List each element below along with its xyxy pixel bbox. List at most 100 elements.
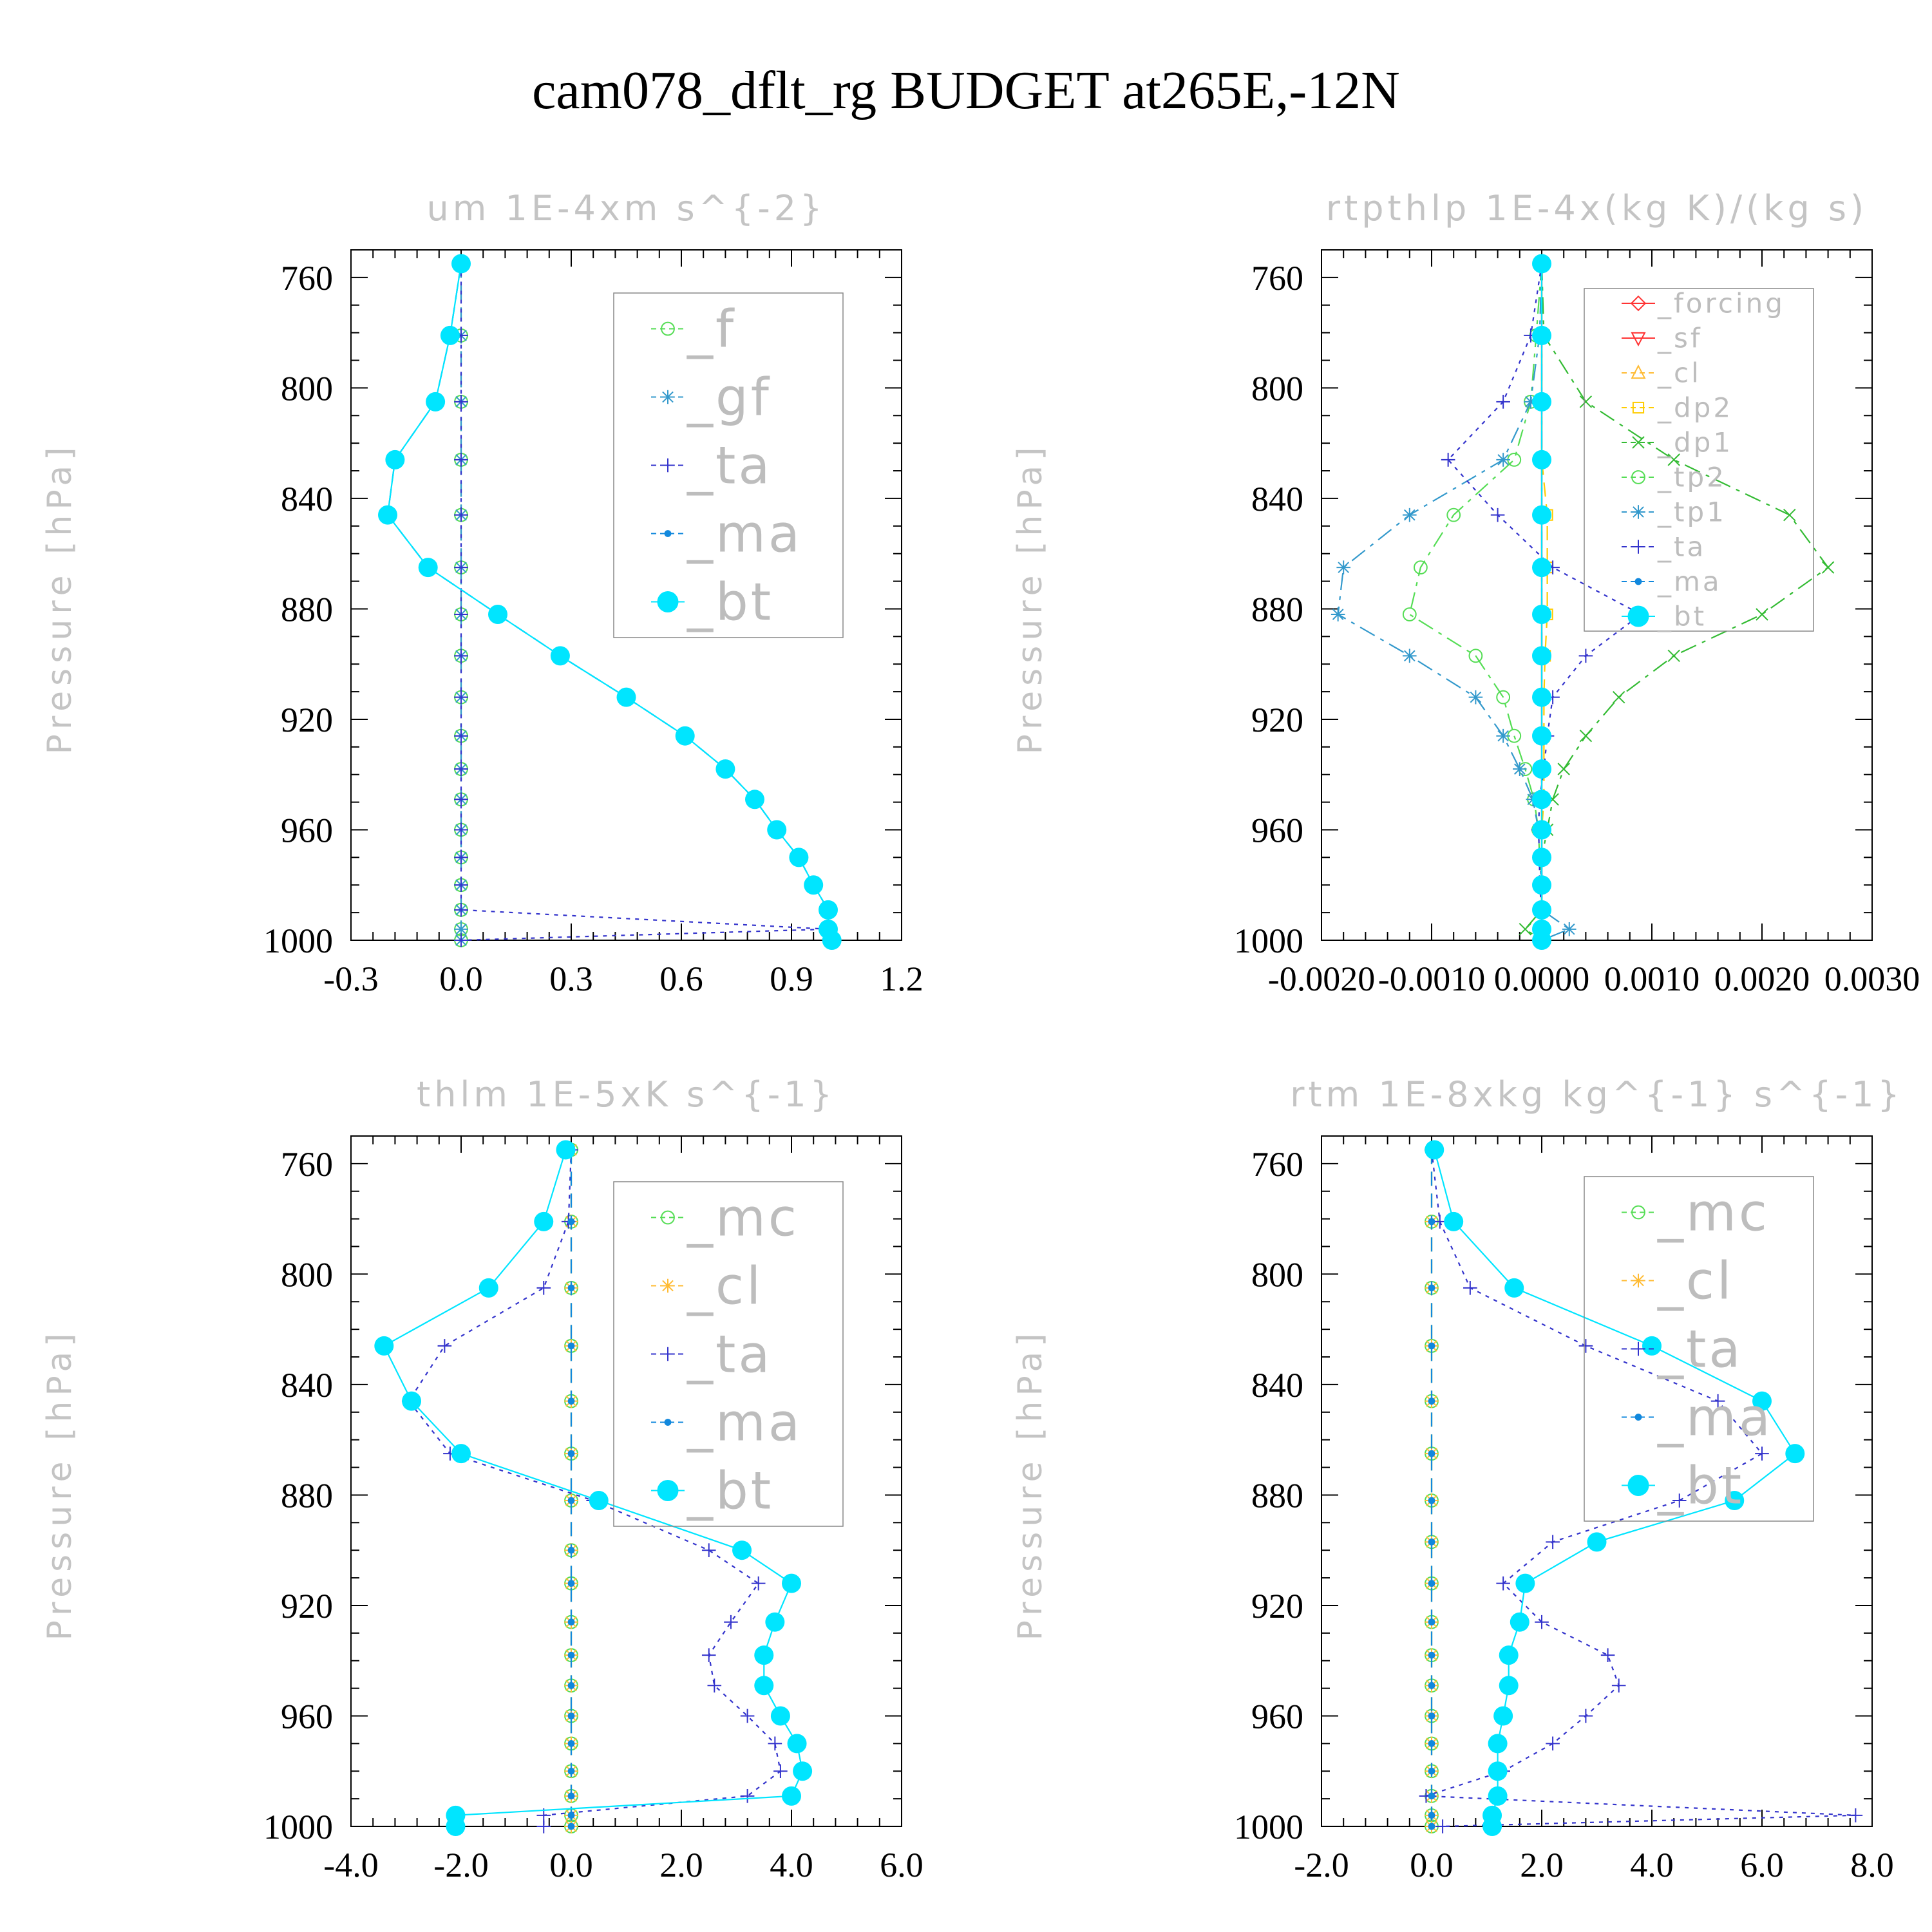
legend-label: _ma <box>1657 566 1722 598</box>
data-point-ma <box>567 1651 575 1659</box>
data-point-bt <box>782 1786 801 1806</box>
x-tick-label: 0.0 <box>549 1846 593 1884</box>
legend-label: _cl <box>687 1256 763 1316</box>
data-point-bt <box>451 1444 471 1464</box>
data-point-ta <box>701 1543 716 1557</box>
data-point-bt <box>1532 254 1551 274</box>
legend-box <box>1584 1176 1814 1522</box>
data-point-ta <box>768 1736 782 1751</box>
legend-label: _tp1 <box>1657 497 1727 528</box>
legend-marker <box>1630 295 1647 312</box>
data-point-ma <box>567 1812 575 1819</box>
data-point-ta <box>454 822 468 837</box>
data-point-dp1 <box>1579 729 1593 743</box>
data-point-ma <box>1428 1812 1435 1819</box>
data-point-ta <box>751 1576 766 1591</box>
data-point-ta <box>1546 1736 1560 1751</box>
chart-panel-4: rtm 1E-8xkg kg^{-1} s^{-1} Pressure [hPa]… <box>1011 1074 1900 1884</box>
y-tick-label: 960 <box>281 1697 333 1736</box>
data-point-ta <box>536 1819 551 1833</box>
data-point-ma <box>1428 1739 1435 1747</box>
data-point-bt <box>754 1645 774 1665</box>
data-point-bt <box>822 931 842 950</box>
data-point-bt <box>1532 759 1551 779</box>
data-point-tp2 <box>1468 649 1483 663</box>
legend-label: _cl <box>1657 357 1701 389</box>
data-point-ta <box>454 792 468 807</box>
data-point-ta <box>454 933 468 947</box>
legend-label: _gf <box>687 368 772 428</box>
data-point-bt <box>767 820 787 840</box>
data-point-bt <box>787 1734 807 1754</box>
data-point-bt <box>1752 1391 1772 1411</box>
data-point-tp1 <box>1403 649 1417 663</box>
y-tick-label: 960 <box>1251 1697 1303 1736</box>
x-tick-label: 6.0 <box>1740 1846 1784 1884</box>
data-point-bt <box>754 1676 774 1696</box>
data-point-ma <box>567 1823 575 1830</box>
y-tick-label: 1000 <box>263 922 333 960</box>
x-tick-label: 0.0010 <box>1604 960 1700 998</box>
legend-marker <box>661 458 675 473</box>
data-point-ma <box>1428 1450 1435 1457</box>
data-point-ma <box>1428 1618 1435 1626</box>
data-point-tp1 <box>1336 560 1350 574</box>
x-tick-label: -2.0 <box>433 1846 488 1884</box>
data-point-bt <box>765 1612 785 1632</box>
data-point-ta <box>701 1648 716 1662</box>
data-point-bt <box>1532 726 1551 746</box>
legend-marker <box>1631 1273 1645 1288</box>
data-point-bt <box>616 687 636 707</box>
data-point-bt <box>1482 1817 1502 1836</box>
data-point-bt <box>1493 1706 1513 1726</box>
data-point-ta <box>1441 453 1455 467</box>
x-tick-label: -4.0 <box>323 1846 378 1884</box>
data-point-bt <box>745 790 764 810</box>
data-point-tp1 <box>1513 762 1527 776</box>
legend-label: _ma <box>687 504 802 564</box>
legend-marker <box>661 1210 675 1225</box>
data-point-bt <box>1515 1573 1535 1593</box>
data-point-bt <box>1444 1211 1464 1231</box>
data-point-bt <box>488 605 507 625</box>
y-tick-label: 760 <box>281 1145 333 1184</box>
data-point-gf <box>454 922 468 936</box>
y-tick-label: 800 <box>1251 1255 1303 1294</box>
data-point-bt <box>1488 1761 1508 1781</box>
x-tick-label: -0.3 <box>323 960 378 998</box>
data-point-ta <box>1578 1709 1593 1723</box>
x-tick-label: 0.0030 <box>1824 960 1920 998</box>
data-point-bt <box>819 900 838 920</box>
data-point-ma <box>1428 1792 1435 1800</box>
legend-label: _bt <box>1657 1456 1744 1516</box>
data-point-ta <box>1496 395 1510 409</box>
data-point-ta <box>1546 1535 1560 1549</box>
plot-frame <box>350 249 902 941</box>
data-point-bt <box>589 1491 609 1511</box>
data-point-ta <box>454 453 468 467</box>
series-line-ta <box>408 1150 782 1826</box>
data-point-dp1 <box>1519 923 1532 936</box>
data-point-bt <box>1532 392 1551 412</box>
data-point-ta <box>1496 1576 1510 1591</box>
series-group <box>1419 1140 1863 1836</box>
data-point-ma <box>1428 1342 1435 1350</box>
chart-panel-1: um 1E-4xm s^{-2} Pressure [hPa] -0.3 0.0 0.3… <box>41 188 923 998</box>
data-point-tp1 <box>1496 728 1510 743</box>
legend-label: _mc <box>687 1188 799 1248</box>
data-point-tp1 <box>1468 690 1483 705</box>
data-point-bt <box>789 848 809 867</box>
series-group <box>1331 254 1835 950</box>
data-point-bt <box>1499 1676 1519 1696</box>
legend-marker <box>1627 605 1649 627</box>
data-point-ma <box>567 1681 575 1689</box>
data-point-ma <box>1428 1823 1435 1830</box>
data-point-bt <box>418 558 438 578</box>
y-tick-label: 1000 <box>263 1808 333 1846</box>
data-point-ta <box>454 728 468 743</box>
y-tick-label: 800 <box>281 1255 333 1294</box>
legend-marker <box>1631 470 1645 484</box>
data-point-bt <box>1504 1278 1524 1298</box>
data-point-tp1 <box>1524 395 1538 409</box>
